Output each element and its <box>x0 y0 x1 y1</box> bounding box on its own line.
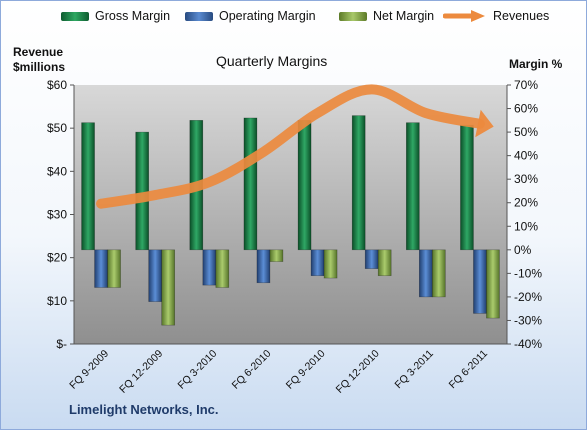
legend-label: Operating Margin <box>219 9 316 23</box>
left-tick-label: $- <box>56 337 67 351</box>
right-axis-title: Margin % <box>509 57 563 71</box>
net-margin-swatch <box>339 11 367 21</box>
left-tick-label: $30 <box>47 208 67 222</box>
right-tick-label: 10% <box>514 219 538 233</box>
left-tick-label: $60 <box>47 78 67 92</box>
revenues-line <box>96 84 485 209</box>
gross-margin-bar <box>406 122 420 251</box>
chart-title: Quarterly Margins <box>216 53 328 69</box>
right-tick-label: 50% <box>514 125 538 139</box>
operating-margin-bar <box>310 249 325 277</box>
legend-label: Gross Margin <box>95 9 171 23</box>
revenues-point <box>262 150 265 153</box>
gross-margin-bar <box>297 120 312 251</box>
revenues-point <box>370 88 373 91</box>
x-tick-label: FQ 6-2011 <box>447 348 491 392</box>
left-tick-label: $10 <box>47 294 67 308</box>
net-margin-bar <box>269 249 284 262</box>
gross-margin-bar <box>351 115 366 251</box>
operating-margin-bar <box>202 249 217 286</box>
revenues-point <box>208 181 211 184</box>
operating-margin-bar <box>364 249 379 269</box>
operating-margin-bar <box>473 249 487 314</box>
right-tick-label: 20% <box>514 196 538 210</box>
net-margin-bar <box>486 249 500 319</box>
net-margin-bar <box>161 249 175 326</box>
x-tick-label: FQ 3-2010 <box>175 348 219 392</box>
left-tick-label: $50 <box>47 121 67 135</box>
left-tick-label: $40 <box>47 164 67 178</box>
operating-margin-bar <box>256 249 271 284</box>
revenues-arrowhead <box>475 109 494 138</box>
left-axis-title: Revenue $millions <box>13 45 65 75</box>
operating-margin-bar <box>419 249 433 298</box>
net-margin-bar <box>215 249 230 288</box>
x-tick-label: FQ 12-2009 <box>117 348 165 396</box>
net-margin-bar <box>323 249 338 279</box>
left-axis-title-line1: Revenue <box>13 45 64 59</box>
revenues-point <box>316 112 319 115</box>
legend-gross-margin: Gross Margin <box>61 9 170 23</box>
operating-margin-swatch <box>185 11 213 21</box>
gross-margin-bar <box>460 124 474 251</box>
legend-operating-margin: Operating Margin <box>185 9 316 23</box>
right-tick-label: 70% <box>514 78 538 92</box>
net-margin-bar <box>107 249 121 288</box>
legend-revenues: Revenues <box>443 9 549 23</box>
right-tick-label: -30% <box>514 313 542 327</box>
right-tick-label: -10% <box>514 266 542 280</box>
gross-margin-bar <box>243 117 258 251</box>
gross-margin-bar <box>135 131 149 251</box>
right-tick-label: 0% <box>514 243 532 257</box>
left-axis-title-line2: $millions <box>13 60 66 74</box>
right-tick-label: -40% <box>514 337 542 351</box>
gross-margin-bar <box>81 122 95 251</box>
gross-margin-swatch <box>61 11 89 21</box>
operating-margin-bar <box>94 249 108 288</box>
arrow-icon <box>443 10 485 22</box>
revenues-point <box>154 194 157 197</box>
right-tick-label: 30% <box>514 172 538 186</box>
company-name: Limelight Networks, Inc. <box>69 402 219 417</box>
net-margin-bar <box>377 249 392 277</box>
x-tick-label: FQ 6-2010 <box>230 348 274 392</box>
legend-net-margin: Net Margin <box>339 9 434 23</box>
revenues-point <box>100 202 103 205</box>
x-tick-label: FQ 9-2009 <box>67 348 111 392</box>
left-tick-label: $20 <box>47 251 67 265</box>
x-tick-label: FQ 9-2010 <box>284 348 328 392</box>
right-tick-label: 60% <box>514 102 538 116</box>
operating-margin-bar <box>148 249 162 302</box>
x-tick-label: FQ 3-2011 <box>393 348 437 392</box>
legend-label: Net Margin <box>373 9 435 23</box>
legend-label: Revenues <box>493 9 550 23</box>
net-margin-bar <box>432 249 446 298</box>
right-tick-label: 40% <box>514 149 538 163</box>
revenues-point <box>424 112 427 115</box>
legend: Gross Margin Operating Margin Net Margin… <box>1 9 587 31</box>
right-tick-label: -20% <box>514 290 542 304</box>
x-tick-label: FQ 12-2010 <box>334 348 382 396</box>
